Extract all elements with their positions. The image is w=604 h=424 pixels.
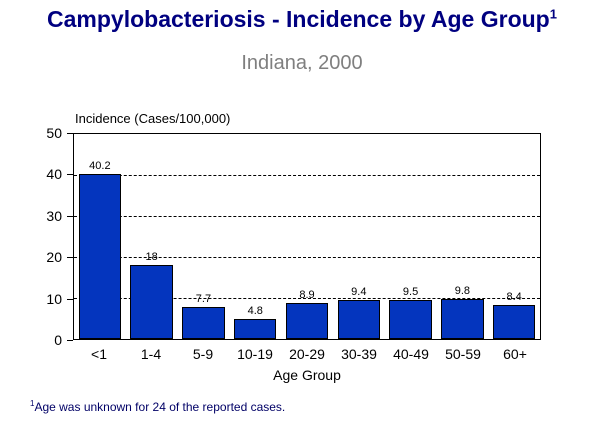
footnote-text: Age was unknown for 24 of the reported c…: [34, 400, 286, 414]
bar-40-49: [389, 300, 432, 339]
bar-slot-10-19: 4.8: [229, 134, 281, 339]
bar-value-label-1-4: 18: [145, 251, 158, 264]
chart-title-text: Campylobacteriosis - Incidence by Age Gr…: [47, 6, 550, 32]
bar-50-59: [441, 298, 484, 339]
bar-slot-20-29: 8.9: [281, 134, 333, 339]
bar-10-19: [234, 319, 277, 339]
bar-20-29: [285, 302, 329, 339]
x-tick-label-5-9: 5-9: [192, 346, 214, 362]
bar-<1: [78, 174, 122, 339]
x-axis-title: Age Group: [273, 367, 341, 383]
y-tick-label-10: 10: [46, 290, 62, 307]
y-tick-label-30: 30: [46, 207, 62, 224]
gridline-30: [74, 216, 540, 217]
y-tick-label-50: 50: [46, 125, 62, 141]
bar-value-label-10-19: 4.8: [247, 305, 263, 318]
x-tick-label-40-49: 40-49: [393, 346, 429, 362]
bar-value-label-60+: 8.4: [506, 290, 522, 303]
x-tick-label-1-4: 1-4: [140, 346, 162, 362]
y-tick-mark-30: [67, 215, 73, 217]
bar-slot-30-39: 9.4: [333, 134, 385, 339]
footnote: 1Age was unknown for 24 of the reported …: [30, 399, 285, 414]
y-tick-mark-20: [67, 257, 73, 259]
bar-value-label-5-9: 7.7: [195, 293, 212, 306]
bar-slot-60+: 8.4: [488, 134, 540, 339]
plot-area: 40.2 18 7.7 4.8 8.9 9.4 9.5 9.8 8.4: [73, 133, 541, 340]
bar-value-label-<1: 40.2: [89, 160, 111, 173]
x-tick-label-60+: 60+: [503, 346, 527, 362]
bar-slot-40-49: 9.5: [385, 134, 437, 339]
x-tick-label-50-59: 50-59: [445, 346, 481, 362]
bar-slot-50-59: 9.8: [436, 134, 488, 339]
bar-slot-5-9: 7.7: [178, 134, 230, 339]
gridline-40: [74, 175, 540, 176]
y-tick-mark-40: [67, 174, 73, 176]
y-axis-title: Incidence (Cases/100,000): [75, 111, 231, 126]
y-tick-label-20: 20: [46, 249, 62, 266]
y-tick-mark-0: [67, 340, 73, 341]
chart-subtitle: Indiana, 2000: [241, 52, 363, 74]
bar-30-39: [337, 300, 381, 339]
bar-value-label-40-49: 9.5: [402, 286, 419, 299]
bar-value-label-50-59: 9.8: [454, 284, 470, 297]
footnote-superscript: 1: [30, 399, 35, 408]
y-tick-label-40: 40: [46, 166, 62, 183]
chart-title: Campylobacteriosis - Incidence by Age Gr…: [0, 6, 604, 33]
chart-title-superscript: 1: [549, 6, 557, 22]
bar-5-9: [182, 307, 225, 339]
bar-1-4: [130, 265, 173, 339]
x-tick-label-10-19: 10-19: [237, 346, 273, 362]
y-tick-mark-50: [67, 133, 73, 134]
y-tick-label-0: 0: [54, 332, 62, 348]
gridline-20: [74, 257, 540, 258]
bar-value-label-30-39: 9.4: [351, 286, 367, 299]
bar-60+: [492, 304, 536, 339]
x-axis-tick-labels: <1 1-4 5-9 10-19 20-29 30-39 40-49 50-59 60+: [73, 346, 541, 362]
bar-slot-<1: 40.2: [74, 134, 126, 339]
x-tick-label-30-39: 30-39: [341, 346, 377, 362]
bar-slot-1-4: 18: [126, 134, 178, 339]
bar-value-label-20-29: 8.9: [299, 288, 315, 301]
gridline-10: [74, 298, 540, 299]
bars-container: 40.2 18 7.7 4.8 8.9 9.4 9.5 9.8 8.4: [74, 134, 540, 339]
y-tick-mark-10: [67, 298, 73, 300]
x-tick-label-20-29: 20-29: [289, 346, 325, 362]
x-tick-label-<1: <1: [91, 346, 107, 362]
